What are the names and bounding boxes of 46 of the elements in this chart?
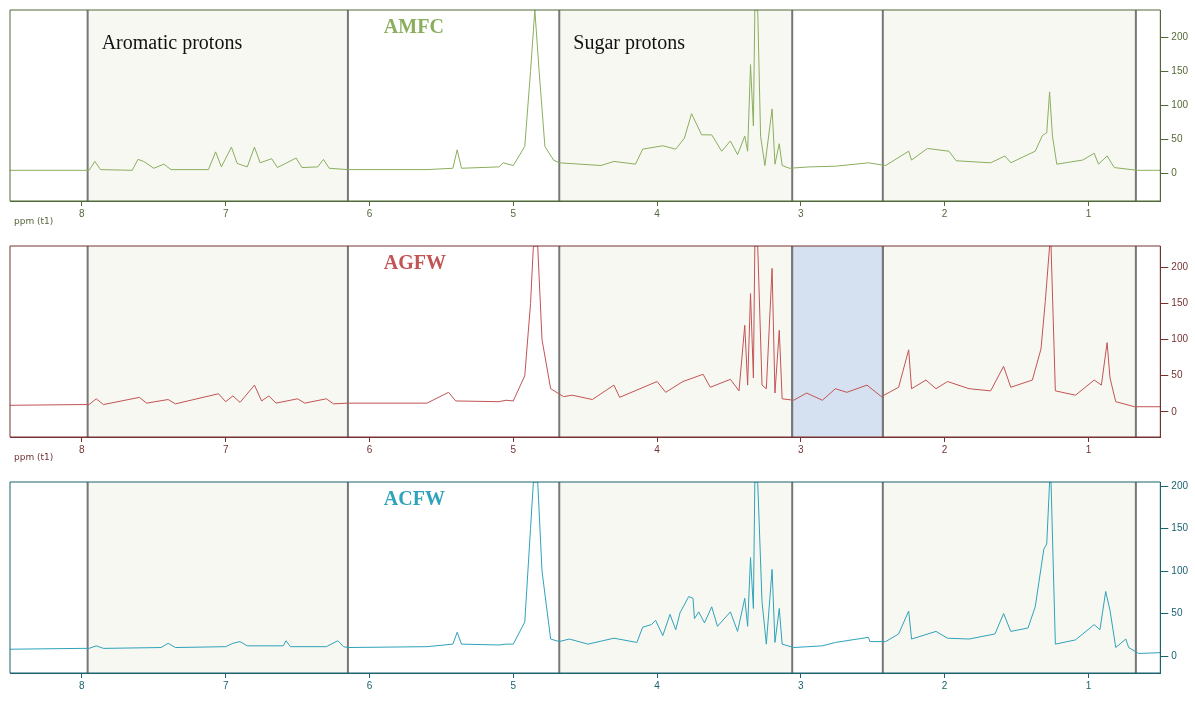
chart-title: ACFW bbox=[383, 487, 445, 510]
x-tick-label: 5 bbox=[510, 679, 517, 691]
y-tick-label: 100 bbox=[1171, 333, 1189, 345]
band-label: Aromatic protons bbox=[101, 31, 243, 55]
x-tick-label: 8 bbox=[79, 679, 86, 691]
x-tick-label: 4 bbox=[654, 207, 661, 219]
x-axis-title: ppm (t1) bbox=[14, 451, 54, 462]
y-tick-label: 50 bbox=[1171, 133, 1183, 145]
y-tick-label: 0 bbox=[1171, 167, 1178, 179]
x-tick-label: 3 bbox=[798, 443, 805, 455]
y-tick-label: 0 bbox=[1171, 649, 1178, 661]
x-tick-label: 5 bbox=[510, 443, 517, 455]
chart-title: AMFC bbox=[383, 15, 444, 38]
y-tick-label: 150 bbox=[1171, 522, 1189, 534]
x-tick-label: 7 bbox=[222, 207, 229, 219]
y-tick-label: 0 bbox=[1171, 405, 1178, 417]
x-tick-label: 6 bbox=[366, 443, 373, 455]
y-tick-label: 200 bbox=[1171, 479, 1189, 491]
x-axis-title: ppm (t1) bbox=[14, 215, 54, 226]
x-tick-label: 8 bbox=[79, 443, 86, 455]
x-tick-label: 8 bbox=[79, 207, 86, 219]
x-tick-label: 2 bbox=[941, 679, 948, 691]
x-tick-label: 2 bbox=[941, 207, 948, 219]
y-tick-label: 200 bbox=[1171, 31, 1189, 43]
chart-title: AGFW bbox=[383, 251, 447, 274]
y-tick-label: 150 bbox=[1171, 297, 1189, 309]
x-tick-label: 6 bbox=[366, 679, 373, 691]
x-tick-label: 2 bbox=[941, 443, 948, 455]
y-tick-label: 50 bbox=[1171, 369, 1183, 381]
x-tick-label: 6 bbox=[366, 207, 373, 219]
x-tick-label: 1 bbox=[1085, 679, 1092, 691]
x-tick-label: 7 bbox=[222, 679, 229, 691]
x-tick-label: 7 bbox=[222, 443, 229, 455]
y-tick-label: 50 bbox=[1171, 607, 1183, 619]
y-tick-label: 100 bbox=[1171, 564, 1189, 576]
x-tick-label: 4 bbox=[654, 679, 661, 691]
x-tick-label: 1 bbox=[1085, 207, 1092, 219]
y-tick-label: 100 bbox=[1171, 99, 1189, 111]
x-tick-label: 5 bbox=[510, 207, 517, 219]
x-tick-label: 3 bbox=[798, 679, 805, 691]
x-tick-label: 1 bbox=[1085, 443, 1092, 455]
x-tick-label: 3 bbox=[798, 207, 805, 219]
x-tick-label: 4 bbox=[654, 443, 661, 455]
band-label: Sugar protons bbox=[573, 31, 686, 55]
y-tick-label: 200 bbox=[1171, 261, 1189, 273]
y-tick-label: 150 bbox=[1171, 65, 1189, 77]
